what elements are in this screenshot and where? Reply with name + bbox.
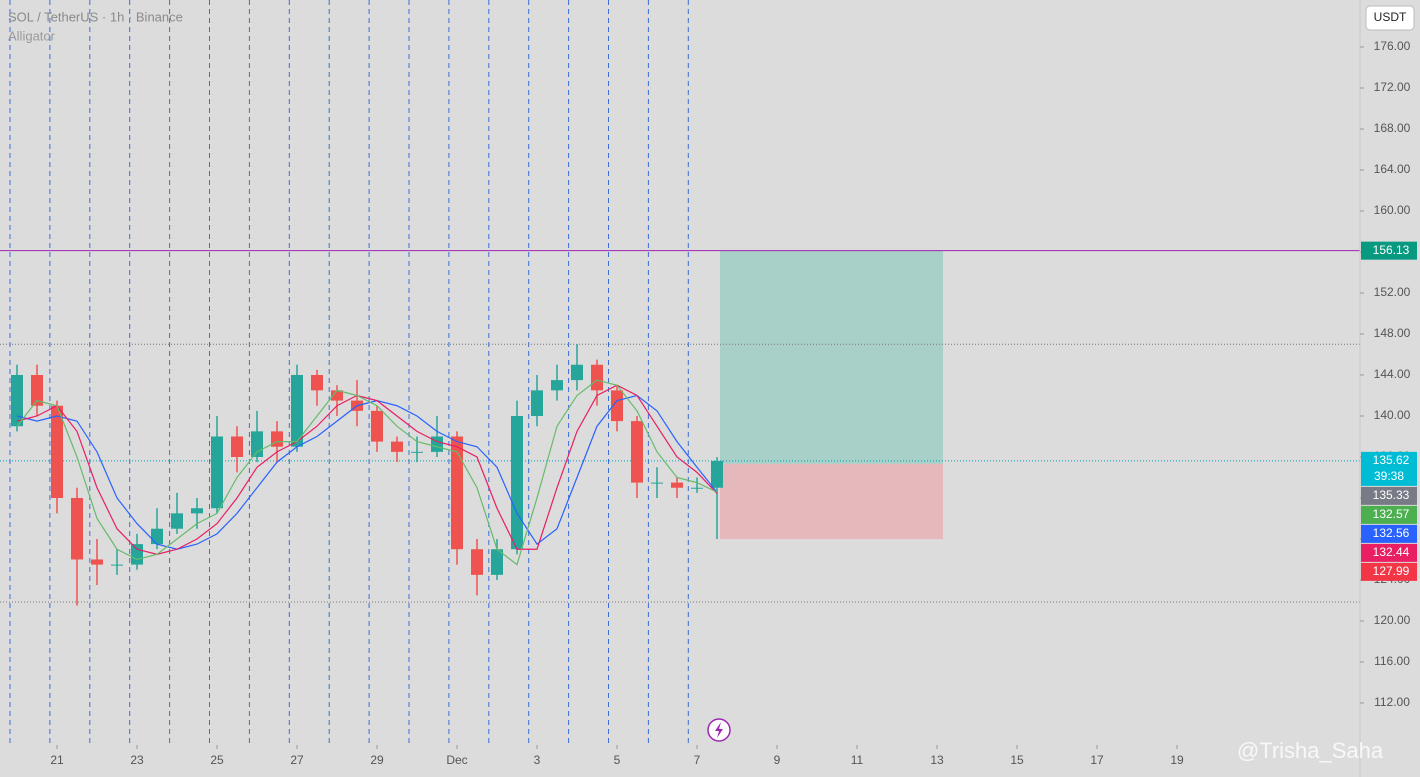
watermark: @Trisha_Saha — [1237, 738, 1384, 763]
y-tick-label: 120.00 — [1374, 613, 1411, 627]
x-tick-label: 11 — [851, 753, 864, 767]
candle-body — [691, 487, 703, 489]
countdown: 39:38 — [1374, 469, 1404, 483]
alligator-line — [16, 384, 718, 555]
y-tick-label: 152.00 — [1374, 285, 1411, 299]
x-tick-label: 21 — [50, 753, 64, 767]
alligator-line — [16, 394, 718, 550]
lightning-icon — [715, 722, 723, 738]
candle-body — [591, 364, 603, 391]
candle-body — [651, 482, 663, 484]
candle-body — [71, 497, 83, 560]
candle-body — [131, 544, 143, 565]
candle-body — [211, 436, 223, 509]
price-label-box — [1361, 486, 1417, 505]
candle-body — [611, 390, 623, 422]
currency-label[interactable]: USDT — [1374, 10, 1407, 24]
candle-body — [531, 390, 543, 416]
y-tick-label: 160.00 — [1374, 203, 1411, 217]
price-label-box — [1361, 562, 1417, 581]
price-label: 135.62 — [1373, 453, 1410, 467]
price-label-box — [1361, 524, 1417, 543]
candle-body — [31, 374, 43, 406]
x-tick-label: 17 — [1090, 753, 1104, 767]
x-tick-label: 27 — [290, 753, 304, 767]
symbol-title: SOL / TetherUS · 1h · Binance — [8, 9, 183, 24]
candle-body — [171, 513, 183, 529]
candle-body — [371, 410, 383, 442]
candle-body — [291, 374, 303, 447]
price-label: 127.99 — [1373, 564, 1410, 578]
price-label-box — [1361, 451, 1417, 486]
y-tick-label: 176.00 — [1374, 39, 1411, 53]
price-label-box — [1361, 505, 1417, 524]
price-label: 132.57 — [1373, 507, 1410, 521]
candle-body — [411, 451, 423, 453]
candle-body — [391, 441, 403, 452]
x-tick-label: 15 — [1010, 753, 1024, 767]
candle-body — [151, 528, 163, 545]
price-label: 132.44 — [1373, 545, 1410, 559]
x-tick-label: 13 — [930, 753, 944, 767]
candle-body — [711, 460, 723, 488]
price-label: 132.56 — [1373, 526, 1410, 540]
x-tick-label: 7 — [694, 753, 701, 767]
x-tick-label: Dec — [446, 753, 467, 767]
y-tick-label: 116.00 — [1374, 654, 1410, 668]
price-label: 135.33 — [1373, 488, 1410, 502]
candle-body — [511, 415, 523, 550]
price-label-box — [1361, 543, 1417, 562]
y-tick-label: 112.00 — [1374, 695, 1410, 709]
y-tick-label: 164.00 — [1374, 162, 1411, 176]
candle-body — [311, 374, 323, 391]
candle-body — [331, 390, 343, 401]
profit-zone — [720, 250, 943, 464]
plot-area — [0, 0, 1360, 745]
alligator-line — [16, 379, 718, 566]
y-tick-label: 140.00 — [1374, 408, 1411, 422]
candle-body — [91, 559, 103, 565]
candle-body — [671, 482, 683, 488]
candle-body — [471, 549, 483, 575]
y-tick-label: 148.00 — [1374, 326, 1411, 340]
candle-body — [231, 436, 243, 457]
candle-body — [571, 364, 583, 381]
x-tick-label: 25 — [210, 753, 224, 767]
x-tick-label: 9 — [774, 753, 781, 767]
candle-body — [451, 436, 463, 550]
y-tick-label: 168.00 — [1374, 121, 1411, 135]
x-tick-label: 5 — [614, 753, 621, 767]
x-tick-label: 19 — [1170, 753, 1184, 767]
candle-body — [251, 431, 263, 457]
y-tick-label: 144.00 — [1374, 367, 1411, 381]
candle-body — [631, 421, 643, 483]
x-tick-label: 29 — [370, 753, 384, 767]
candle-body — [51, 405, 63, 498]
x-tick-label: 23 — [130, 753, 144, 767]
indicator-name: Alligator — [8, 28, 56, 43]
x-tick-label: 3 — [534, 753, 541, 767]
candle-body — [551, 380, 563, 391]
price-label: 156.13 — [1373, 243, 1410, 257]
currency-button[interactable] — [1365, 5, 1415, 31]
loss-zone — [720, 463, 943, 540]
candle-body — [111, 564, 123, 566]
candle-body — [491, 549, 503, 575]
y-tick-label: 172.00 — [1374, 80, 1411, 94]
candle-body — [191, 508, 203, 514]
candle-body — [11, 374, 23, 427]
price-label-box — [1361, 241, 1417, 260]
